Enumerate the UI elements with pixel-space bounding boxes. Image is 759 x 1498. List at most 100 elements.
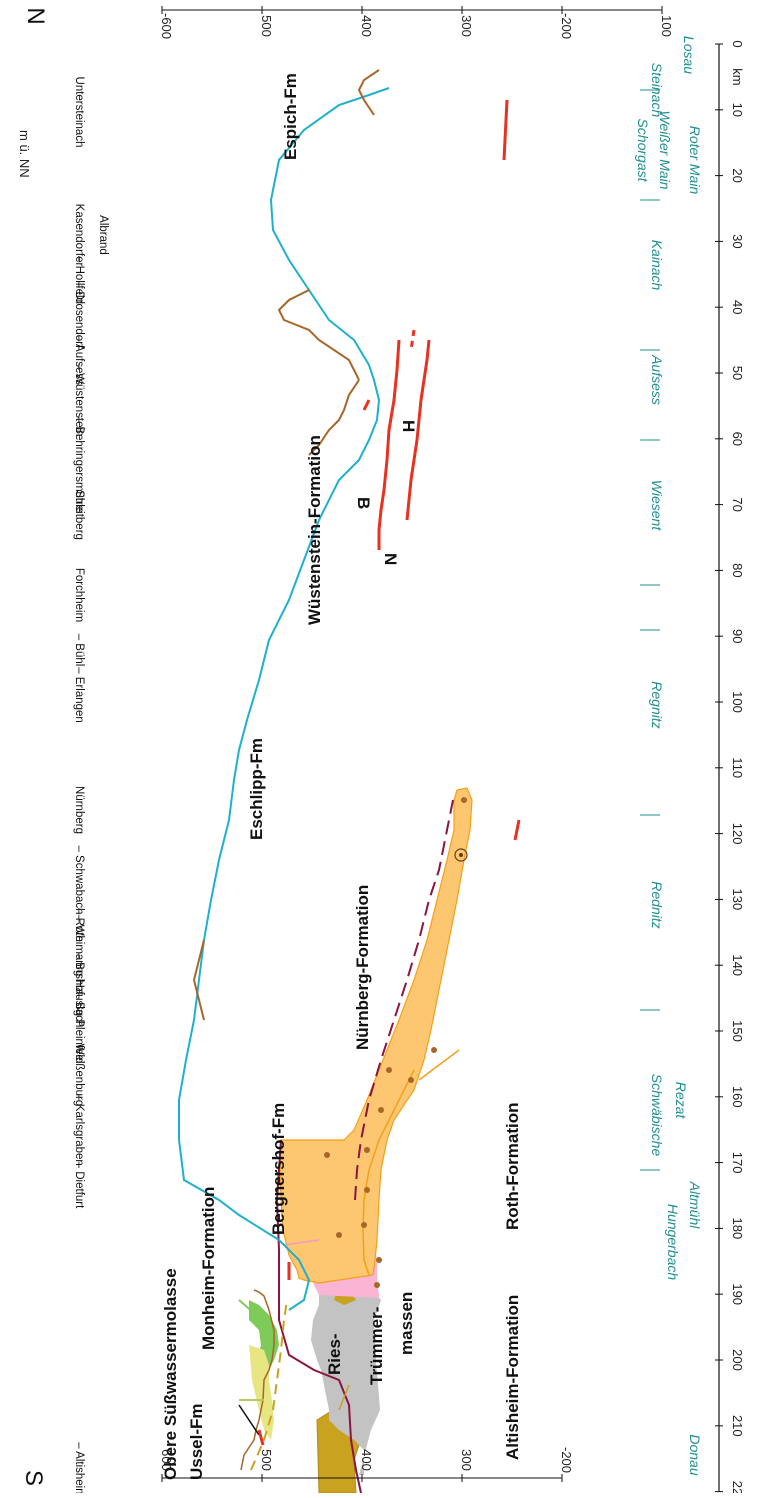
km-tick-label: 200 — [730, 1349, 745, 1371]
km-tick-label: 170 — [730, 1152, 745, 1174]
nuernberg-body — [279, 787, 473, 1284]
km-tick-label: 140 — [730, 954, 745, 976]
town-label: – Bg Pleinfeld — [73, 993, 85, 1064]
elevation-tick-label-left: 600 — [159, 1449, 174, 1471]
terrace-lines — [257, 99, 521, 1446]
obere-pointer — [238, 1404, 260, 1436]
town-label: Streitberg — [73, 490, 85, 540]
distance-axis: 0 10 20 30 40 50 60 70 80 90 100 110 120 130 140 150 160… — [715, 40, 745, 1498]
km-tick-label: 190 — [730, 1283, 745, 1305]
label-wuestenstein-formation: Wüstenstein-Formation — [305, 435, 324, 625]
river-label: Wiesent — [649, 480, 665, 532]
elevation-tick-label-left: 300 — [459, 1449, 474, 1471]
south-label: S — [20, 1470, 47, 1486]
river-labels: Donau Hungerbach Altmühl Schwäbische Rezat Re… — [635, 36, 703, 1476]
valley-line-kasendorf — [277, 289, 360, 381]
profile-world — [178, 69, 521, 1494]
river-profile-line — [178, 87, 390, 1311]
km-tick-label: 0 — [730, 40, 745, 47]
river-label: Weißer Main — [657, 110, 673, 189]
elevation-tick-label-left: -200 — [559, 1447, 574, 1473]
town-label: – Drosendorf — [73, 282, 85, 349]
elevation-tick-label: -600 — [159, 13, 174, 39]
valley-line-buehl — [192, 939, 205, 1021]
town-label: – Altisheim — [73, 1442, 85, 1493]
town-label: – Karlsgraben — [73, 1094, 85, 1166]
river-label: Aufsess — [649, 354, 665, 405]
elevation-axis-left: 600 500 400 300 -200 — [159, 1447, 574, 1482]
town-label: – Behringersmühle — [73, 417, 85, 514]
label-ussel-fm: Ussel-Fm — [187, 1403, 206, 1480]
label-altisheim-formation: Altisheim-Formation — [503, 1295, 522, 1460]
elevation-tick-label: 300 — [459, 15, 474, 37]
km-tick-label: 210 — [730, 1415, 745, 1437]
km-tick-label: 220 — [730, 1481, 745, 1493]
altisheim-pointer — [338, 1384, 350, 1411]
label-espich-fm: Espich-Fm — [281, 73, 300, 160]
town-label: – Roth — [73, 908, 85, 942]
town-labels: – Altisheim – Dietfurt– KarlsgrabenWeißen… — [73, 77, 109, 1498]
nuernberg-dashed-line — [354, 799, 454, 1201]
elevation-tick-label-left: 400 — [359, 1449, 374, 1471]
river-label: Regnitz — [649, 681, 665, 728]
label-level-b: B — [354, 497, 373, 509]
nuernberg-inner-line — [362, 1069, 415, 1276]
town-label: – Dietfurt — [73, 1162, 85, 1209]
label-monheim-formation: Monheim-Formation — [199, 1187, 218, 1350]
river-label: Roter Main — [687, 126, 703, 195]
town-label: – Bühl — [73, 634, 85, 667]
elevation-axis-right: 100 -200 300 400 500 -600 — [159, 6, 674, 39]
river-label: Altmühl — [687, 1181, 703, 1230]
km-tick-label: 60 — [730, 432, 745, 446]
river-label: Losau — [681, 36, 697, 74]
town-label: Forchheim — [73, 568, 85, 622]
elevation-tick-label-left: 500 — [259, 1449, 274, 1471]
km-tick-label: 150 — [730, 1020, 745, 1042]
valley-line-drosendorf — [308, 379, 360, 456]
km-unit: km — [730, 68, 745, 85]
label-ries: Ries- — [325, 1333, 344, 1375]
elevation-tick-label: 100 — [659, 15, 674, 37]
label-nuernberg-formation: Nürnberg-Formation — [353, 885, 372, 1050]
river-label: Schwäbische — [649, 1074, 665, 1157]
town-label: Untersteinach — [73, 77, 85, 148]
town-label: Weißenburg — [73, 1044, 85, 1106]
town-label: – Bg Hauslach — [73, 953, 85, 1028]
town-label: – Schwabach — [73, 845, 85, 914]
town-label: Kasendorfer — [73, 204, 85, 267]
label-level-h: H — [399, 420, 418, 432]
km-tick-label: 80 — [730, 563, 745, 577]
roth-pointer — [283, 1239, 320, 1246]
elevation-tick-label: -200 — [559, 13, 574, 39]
ries-body — [311, 1275, 381, 1475]
km-tick-label: 100 — [730, 691, 745, 713]
label-roth-formation: Roth-Formation — [503, 1103, 522, 1230]
river-label: Kainach — [649, 240, 665, 291]
km-tick-label: 70 — [730, 497, 745, 511]
km-tick-label: 90 — [730, 629, 745, 643]
km-tick-label: 180 — [730, 1218, 745, 1240]
km-tick-label: 10 — [730, 103, 745, 117]
north-label: N — [22, 7, 49, 24]
elevation-tick-label: 500 — [259, 15, 274, 37]
km-tick-label: 40 — [730, 300, 745, 314]
river-label: Rednitz — [649, 881, 665, 928]
bedrock-line — [275, 1139, 362, 1494]
town-label: – Erlangen — [73, 667, 85, 723]
km-tick-label: 30 — [730, 234, 745, 248]
km-tick-label: 160 — [730, 1086, 745, 1108]
town-label: Albrand — [97, 215, 109, 255]
label-truemmer: Trümmer- — [367, 1307, 386, 1385]
river-label: Donau — [687, 1434, 703, 1475]
label-eschlipp-fm: Eschlipp-Fm — [247, 738, 266, 840]
monheim-pointer — [238, 1299, 263, 1321]
river-label: Rezat — [673, 1082, 689, 1120]
river-label: Hungerbach — [665, 1204, 681, 1280]
valley-line-losau — [357, 69, 380, 116]
km-tick-label: 20 — [730, 168, 745, 182]
elevation-tick-label: 400 — [359, 15, 374, 37]
nuernberg-dots — [324, 797, 468, 1288]
ries-dashed-line — [250, 1299, 288, 1471]
town-label: – Aufsess — [73, 335, 85, 385]
